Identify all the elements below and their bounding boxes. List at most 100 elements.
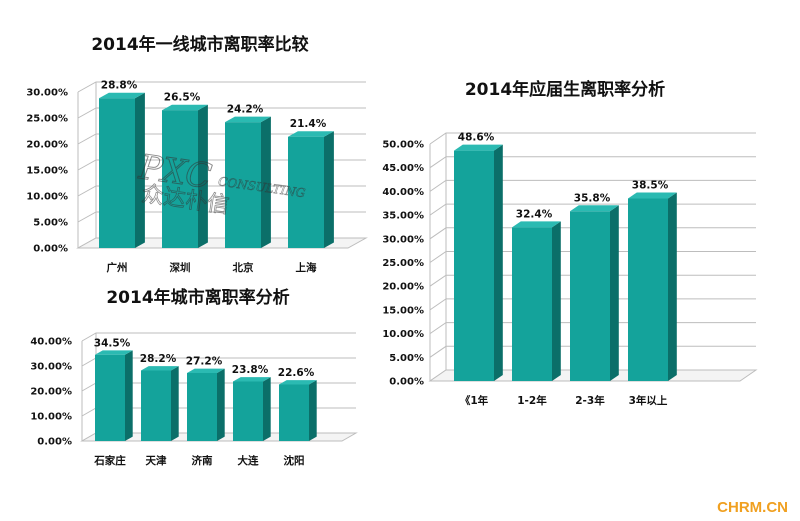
bar-front xyxy=(628,198,668,381)
data-label: 28.8% xyxy=(101,80,138,92)
bar-top xyxy=(512,221,561,228)
bar xyxy=(454,144,503,381)
bar xyxy=(628,192,677,381)
y-tick-label: 0.00% xyxy=(37,437,72,448)
category-label: 大连 xyxy=(238,454,259,467)
bar xyxy=(279,380,317,441)
bar xyxy=(95,350,133,441)
y-tick-label: 15.00% xyxy=(26,166,68,177)
bar-front xyxy=(454,150,494,381)
bar-top xyxy=(288,131,334,137)
bar xyxy=(288,131,334,248)
bar xyxy=(225,116,271,248)
data-label: 27.2% xyxy=(186,356,223,368)
y-tick-label: 45.00% xyxy=(382,163,424,174)
y-tick-label: 20.00% xyxy=(26,140,68,151)
bar xyxy=(512,221,561,381)
data-label: 38.5% xyxy=(632,179,669,191)
bar-front xyxy=(233,381,263,441)
watermark-logo: PXC CONSULTING 众达朴信 xyxy=(135,147,307,220)
chart-title: 2014年应届生离职率分析 xyxy=(465,79,665,100)
data-label: 21.4% xyxy=(290,118,327,130)
bar-front xyxy=(225,122,261,248)
bar-side xyxy=(263,377,271,441)
bar xyxy=(99,92,145,249)
y-tick-label: 10.00% xyxy=(30,412,72,423)
y-tick-label: 30.00% xyxy=(382,234,424,245)
y-tick-label: 10.00% xyxy=(382,329,424,340)
data-label: 32.4% xyxy=(516,208,553,220)
bar-side xyxy=(494,144,503,381)
data-label: 35.8% xyxy=(574,192,611,204)
bar-side xyxy=(198,104,208,248)
bar-top xyxy=(162,104,208,111)
y-tick-label: 25.00% xyxy=(382,258,424,269)
category-label: 石家庄 xyxy=(93,454,126,467)
y-tick-label: 0.00% xyxy=(389,377,424,388)
bar-top xyxy=(95,350,133,355)
y-tick-label: 5.00% xyxy=(33,218,68,229)
bar-top xyxy=(141,366,179,371)
y-tick-label: 40.00% xyxy=(382,187,424,198)
bar-side xyxy=(610,205,619,381)
y-tick-label: 30.00% xyxy=(26,88,68,99)
data-label: 22.6% xyxy=(278,367,315,379)
chart-title: 2014年一线城市离职率比较 xyxy=(91,34,308,55)
bar-front xyxy=(162,110,198,248)
category-label: 《1年 xyxy=(460,394,489,407)
bar-top xyxy=(225,116,271,123)
category-label: 北京 xyxy=(233,261,254,274)
bar-front xyxy=(570,211,610,381)
bar xyxy=(233,377,271,441)
data-label: 23.8% xyxy=(232,364,269,376)
chart-first-tier-cities: 0.00% 5.00% 10.00% 15.00% 20.00% 25.00% 30.00%… xyxy=(26,34,368,274)
category-label: 3年以上 xyxy=(629,394,668,407)
data-label: 24.2% xyxy=(227,104,264,116)
data-label: 28.2% xyxy=(140,353,177,365)
bar-front xyxy=(95,354,125,441)
y-tick-label: 20.00% xyxy=(382,282,424,293)
bar xyxy=(187,368,225,441)
bar-top xyxy=(187,368,225,373)
bar-side xyxy=(324,131,334,248)
category-label: 2-3年 xyxy=(575,394,605,407)
category-label: 天津 xyxy=(146,454,167,467)
category-label: 上海 xyxy=(296,261,317,274)
bar-side xyxy=(217,368,225,441)
bar xyxy=(570,205,619,381)
bar-side xyxy=(261,116,271,248)
bar-top xyxy=(570,205,619,212)
y-tick-label: 15.00% xyxy=(382,305,424,316)
bar-top xyxy=(99,92,145,99)
bar-side xyxy=(135,92,145,249)
chart-city-turnover: 0.00% 10.00% 20.00% 30.00% 40.00% 34.5% 石家庄 28.… xyxy=(30,287,358,467)
data-label: 34.5% xyxy=(94,337,131,349)
bar-side xyxy=(171,366,179,441)
bar-front xyxy=(99,98,135,249)
bar xyxy=(141,366,179,441)
bar xyxy=(162,104,208,248)
bar-top xyxy=(279,380,317,385)
y-tick-label: 40.00% xyxy=(30,337,72,348)
y-tick-label: 30.00% xyxy=(30,362,72,373)
data-label: 26.5% xyxy=(164,92,201,104)
bar-front xyxy=(141,370,171,441)
bar-front xyxy=(288,136,324,248)
chart-graduate-turnover: 0.00% 5.00% 10.00% 15.00% 20.00% 25.00% 30.00%… xyxy=(382,79,758,407)
category-label: 1-2年 xyxy=(517,394,547,407)
y-tick-label: 25.00% xyxy=(26,114,68,125)
bar-side xyxy=(552,221,561,381)
bar-top xyxy=(233,377,271,382)
category-label: 广州 xyxy=(107,261,128,274)
chart-title: 2014年城市离职率分析 xyxy=(106,287,289,308)
bar-front xyxy=(279,384,309,441)
y-tick-label: 10.00% xyxy=(26,192,68,203)
bar-front xyxy=(187,373,217,441)
bar-top xyxy=(454,144,503,151)
category-label: 济南 xyxy=(192,454,213,467)
category-label: 深圳 xyxy=(170,261,191,274)
bar-side xyxy=(668,192,677,381)
site-mark: CHRM.CN xyxy=(717,499,788,516)
y-tick-label: 35.00% xyxy=(382,211,424,222)
